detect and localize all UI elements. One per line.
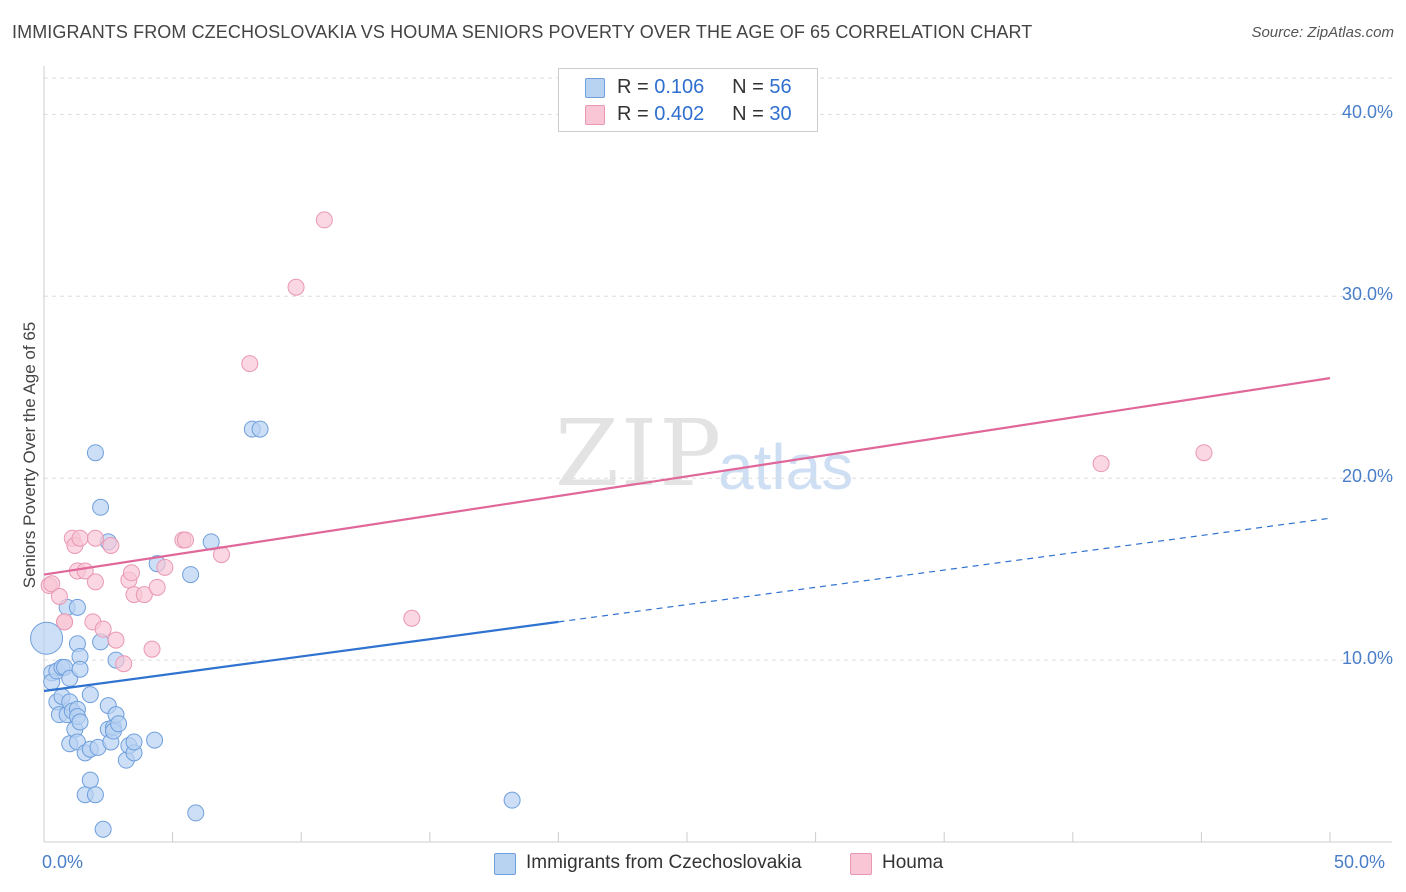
legend-n-value-2: 30 <box>769 103 792 125</box>
trendline-houma <box>43 377 1331 576</box>
point-houma <box>71 529 89 547</box>
point-czechoslovakia <box>503 791 521 809</box>
point-czechoslovakia <box>125 733 143 751</box>
point-czechoslovakia <box>68 598 86 616</box>
legend-r-label: R = <box>617 76 649 98</box>
legend-n-label: N = <box>732 103 764 125</box>
y-axis-label: Seniors Poverty Over the Age of 65 <box>20 321 39 589</box>
x-tick-max: 50.0% <box>1334 852 1386 872</box>
chart-title: IMMIGRANTS FROM CZECHOSLOVAKIA VS HOUMA … <box>12 22 1033 42</box>
y-tick-label: 30.0% <box>1341 284 1393 305</box>
point-czechoslovakia <box>30 621 64 655</box>
legend-n-label: N = <box>732 76 764 98</box>
point-houma <box>1195 444 1213 462</box>
correlation-legend: R = 0.106 N = 56 R = 0.402 N = 30 <box>558 68 818 132</box>
legend-n-value-1: 56 <box>769 76 792 98</box>
point-czechoslovakia <box>146 731 164 749</box>
point-houma <box>315 211 333 229</box>
point-houma <box>148 578 166 596</box>
trendline-czechoslovakia <box>43 620 559 693</box>
trendline-czechoslovakia-projection <box>558 517 1331 623</box>
point-houma <box>56 613 74 631</box>
bottom-legend-label-2: Houma <box>882 852 944 873</box>
point-czechoslovakia <box>251 420 269 438</box>
point-czechoslovakia <box>71 660 89 678</box>
point-houma <box>86 529 104 547</box>
point-houma <box>43 575 61 593</box>
watermark-atlas: atlas <box>718 431 854 503</box>
point-houma <box>107 631 125 649</box>
y-tick-label: 20.0% <box>1341 466 1393 487</box>
legend-r-value-1: 0.106 <box>654 76 705 98</box>
point-czechoslovakia <box>81 686 99 704</box>
bottom-legend-swatch-blue <box>494 853 516 875</box>
point-houma <box>403 609 421 627</box>
x-tick-min: 0.0% <box>42 852 84 872</box>
point-houma <box>156 558 174 576</box>
point-houma <box>115 655 133 673</box>
point-houma <box>122 564 140 582</box>
legend-r-label: R = <box>617 103 649 125</box>
legend-swatch-pink <box>585 105 605 125</box>
point-houma <box>287 278 305 296</box>
point-houma <box>86 573 104 591</box>
point-czechoslovakia <box>94 820 112 838</box>
point-houma <box>143 640 161 658</box>
point-houma <box>176 531 194 549</box>
point-czechoslovakia <box>71 713 89 731</box>
legend-r-value-2: 0.402 <box>654 103 705 125</box>
point-czechoslovakia <box>182 566 200 584</box>
point-czechoslovakia <box>110 715 128 733</box>
point-houma <box>50 587 68 605</box>
point-czechoslovakia <box>81 771 99 789</box>
watermark-zip: ZIP <box>555 400 724 507</box>
y-tick-label: 10.0% <box>1341 648 1393 669</box>
point-czechoslovakia <box>187 804 205 822</box>
point-houma <box>135 586 153 604</box>
point-houma <box>102 536 120 554</box>
bottom-legend-swatch-pink <box>850 853 872 875</box>
legend-swatch-blue <box>585 78 605 98</box>
source-label: Source: ZipAtlas.com <box>1251 24 1394 41</box>
y-tick-label: 40.0% <box>1341 102 1393 123</box>
point-czechoslovakia <box>92 498 110 516</box>
point-czechoslovakia <box>86 786 104 804</box>
point-houma <box>241 355 259 373</box>
bottom-legend-label-1: Immigrants from Czechoslovakia <box>526 852 802 873</box>
point-czechoslovakia <box>86 444 104 462</box>
point-houma <box>94 620 112 638</box>
point-houma <box>1092 455 1110 473</box>
